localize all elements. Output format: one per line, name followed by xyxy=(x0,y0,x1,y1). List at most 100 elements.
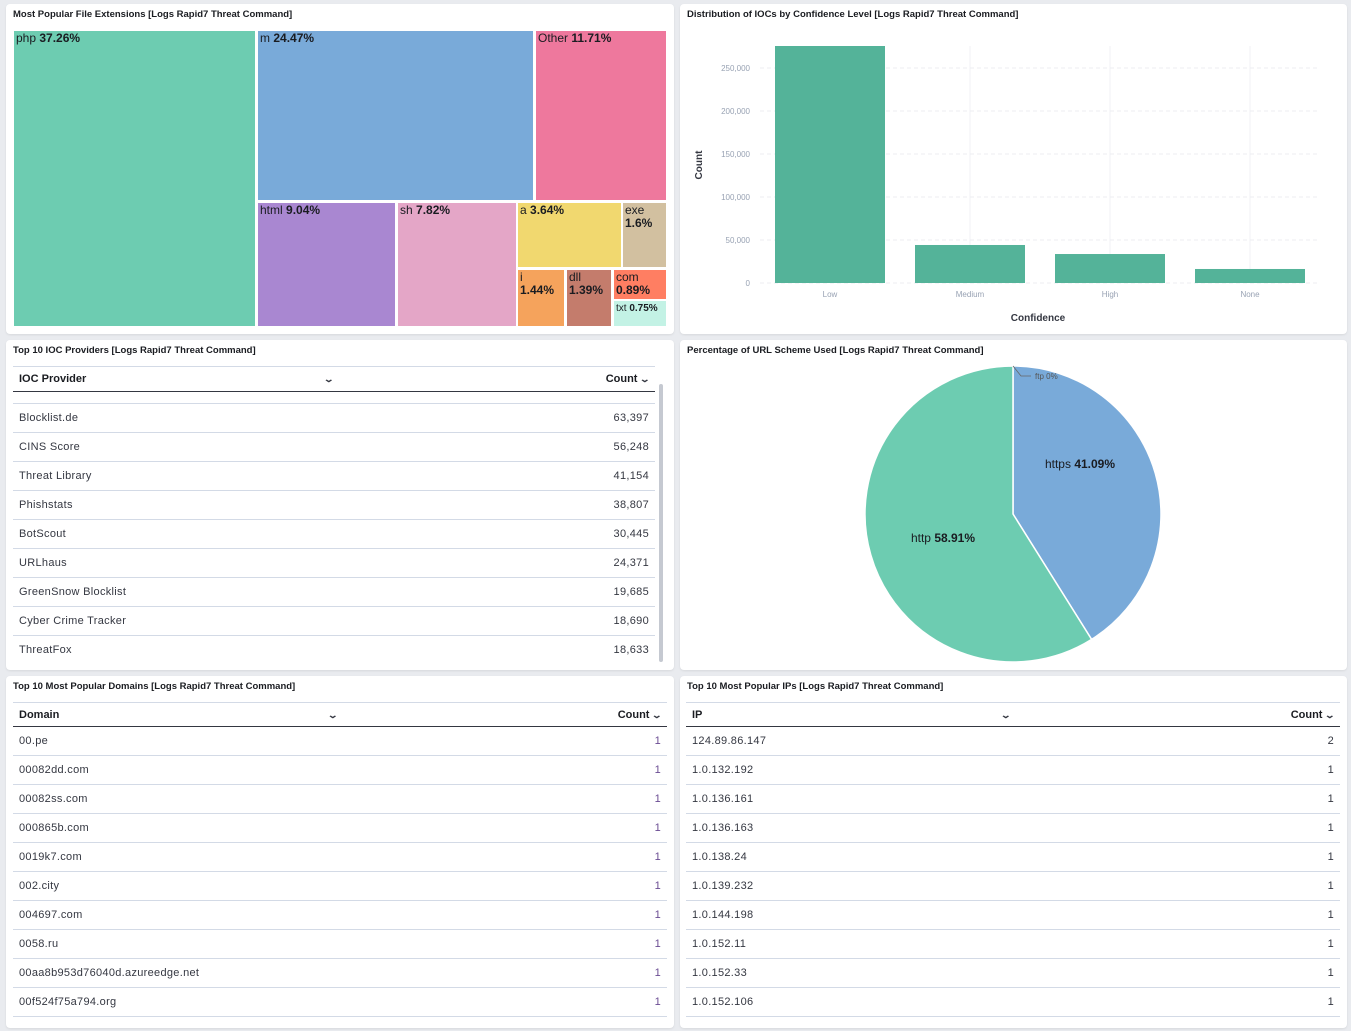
table-row[interactable]: 004697.com 1 xyxy=(13,900,667,930)
table-row[interactable]: 1.0.152.33 1 xyxy=(686,958,1340,988)
cell-label: com xyxy=(616,270,639,284)
bar-medium[interactable] xyxy=(915,244,1025,283)
row-label[interactable]: 1.0.138.24 xyxy=(686,842,1085,872)
ips-panel: Top 10 Most Popular IPs [Logs Rapid7 Thr… xyxy=(680,676,1347,1028)
header-label: Count xyxy=(605,372,638,385)
treemap-cell-dll[interactable]: dll 1.39% xyxy=(566,269,612,327)
bar-none[interactable] xyxy=(1195,268,1305,283)
table-row[interactable]: 124.89.86.147 2 xyxy=(686,726,1340,756)
table-row[interactable]: 00f524f75a794.org 1 xyxy=(13,987,667,1017)
row-label[interactable]: 00082ss.com xyxy=(13,784,521,814)
chevron-down-icon[interactable]: ⌄ xyxy=(651,709,663,720)
chevron-down-icon[interactable]: ⌄ xyxy=(327,710,339,720)
table-row[interactable]: 00aa8b953d76040d.azureedge.net 1 xyxy=(13,958,667,988)
row-label[interactable]: Cyber Crime Tracker xyxy=(13,606,452,636)
treemap-cell-php[interactable]: php 37.26% xyxy=(13,30,256,327)
treemap-cell-a[interactable]: a 3.64% xyxy=(517,202,622,268)
column-header-ip[interactable]: IP ⌄ xyxy=(686,702,1085,727)
row-label[interactable]: ThreatFox xyxy=(13,635,452,664)
column-header-count[interactable]: Count ⌄ xyxy=(1084,702,1340,727)
row-label[interactable]: 002.city xyxy=(13,871,521,901)
table-row[interactable]: 000865b.com 1 xyxy=(13,813,667,843)
row-label[interactable]: Threat Library xyxy=(13,461,452,491)
row-label[interactable]: 00082dd.com xyxy=(13,755,521,785)
table-row[interactable]: 0019k7.com 1 xyxy=(13,842,667,872)
table-row[interactable]: CINS Score 56,248 xyxy=(13,432,655,462)
table-row[interactable]: 1.0.132.192 1 xyxy=(686,755,1340,785)
panel-title: Top 10 IOC Providers [Logs Rapid7 Threat… xyxy=(13,345,256,356)
table-row[interactable]: 00082ss.com 1 xyxy=(13,784,667,814)
row-label[interactable]: URLhaus xyxy=(13,548,452,578)
row-label[interactable]: CINS Score xyxy=(13,432,452,462)
row-label[interactable]: Blocklist.de xyxy=(13,403,452,433)
table-row[interactable]: 1.0.152.106 1 xyxy=(686,987,1340,1017)
row-label[interactable]: 1.0.139.232 xyxy=(686,871,1085,901)
column-header-ioc-provider[interactable]: IOC Provider ⌄ xyxy=(13,367,452,392)
row-label[interactable]: GreenSnow Blocklist xyxy=(13,577,452,607)
row-label[interactable]: 1.0.152.11 xyxy=(686,929,1085,959)
chevron-down-icon[interactable]: ⌄ xyxy=(1000,710,1012,720)
table-row[interactable]: 1.0.136.163 1 xyxy=(686,813,1340,843)
row-label[interactable]: 1.0.152.106 xyxy=(686,987,1085,1017)
row-count: 30,445 xyxy=(451,519,655,549)
row-label[interactable]: 124.89.86.147 xyxy=(686,726,1085,756)
table-row[interactable]: GreenSnow Blocklist 19,685 xyxy=(13,577,655,607)
treemap-cell-m[interactable]: m 24.47% xyxy=(257,30,534,201)
y-tick-label: 250,000 xyxy=(721,64,750,73)
row-label[interactable]: Phishstats xyxy=(13,490,452,520)
y-tick-label: 150,000 xyxy=(721,150,750,159)
chevron-down-icon[interactable]: ⌄ xyxy=(1324,709,1336,720)
row-label[interactable]: 0019k7.com xyxy=(13,842,521,872)
row-label[interactable]: 1.0.144.198 xyxy=(686,900,1085,930)
cell-label: a xyxy=(520,203,527,217)
table-row[interactable]: 1.0.139.232 1 xyxy=(686,871,1340,901)
table-row[interactable]: 1.0.152.11 1 xyxy=(686,929,1340,959)
row-label[interactable]: 004697.com xyxy=(13,900,521,930)
table-row[interactable]: 1.0.136.161 1 xyxy=(686,784,1340,814)
table-row[interactable]: 0058.ru 1 xyxy=(13,929,667,959)
treemap-cell-sh[interactable]: sh 7.82% xyxy=(397,202,517,327)
treemap-cell-html[interactable]: html 9.04% xyxy=(257,202,396,327)
column-header-count[interactable]: Count ⌄ xyxy=(520,702,667,727)
row-label[interactable]: 00f524f75a794.org xyxy=(13,987,521,1017)
row-label[interactable]: 1.0.132.192 xyxy=(686,755,1085,785)
bar-low[interactable] xyxy=(775,46,885,283)
y-tick-label: 50,000 xyxy=(726,236,751,245)
row-count: 41,154 xyxy=(451,461,655,491)
scrollbar[interactable] xyxy=(659,384,663,662)
table-row[interactable]: BotScout 30,445 xyxy=(13,519,655,549)
table-row[interactable]: 00082dd.com 1 xyxy=(13,755,667,785)
column-header-domain[interactable]: Domain ⌄ xyxy=(13,702,521,727)
row-label[interactable]: 000865b.com xyxy=(13,813,521,843)
column-header-count[interactable]: Count ⌄ xyxy=(451,367,655,392)
treemap-cell-com[interactable]: com 0.89% xyxy=(613,269,667,300)
row-label[interactable]: 00aa8b953d76040d.azureedge.net xyxy=(13,958,521,988)
table-row[interactable]: ThreatFox 18,633 xyxy=(13,635,655,664)
table-row[interactable]: Blocklist.de 63,397 xyxy=(13,403,655,433)
table-row[interactable]: Threat Library 41,154 xyxy=(13,461,655,491)
row-label[interactable]: BotScout xyxy=(13,519,452,549)
row-label[interactable]: 00.pe xyxy=(13,726,521,756)
treemap-cell-txt[interactable]: txt 0.75% xyxy=(613,300,667,327)
row-label[interactable]: 1.0.136.163 xyxy=(686,813,1085,843)
y-tick-label: 200,000 xyxy=(721,107,750,116)
pie-slice-https[interactable] xyxy=(1012,365,1162,641)
treemap-cell-exe[interactable]: exe 1.6% xyxy=(622,202,667,268)
table-row[interactable]: 1.0.144.198 1 xyxy=(686,900,1340,930)
table-row[interactable]: Cyber Crime Tracker 18,690 xyxy=(13,606,655,636)
table-row[interactable]: 002.city 1 xyxy=(13,871,667,901)
row-label[interactable]: 1.0.152.33 xyxy=(686,958,1085,988)
row-label[interactable]: 1.0.136.161 xyxy=(686,784,1085,814)
table-row[interactable]: 1.0.138.24 1 xyxy=(686,842,1340,872)
treemap-cell-i[interactable]: i 1.44% xyxy=(517,269,565,327)
row-label[interactable]: 0058.ru xyxy=(13,929,521,959)
chevron-down-icon[interactable]: ⌄ xyxy=(639,373,651,384)
table-row[interactable]: Phishstats 38,807 xyxy=(13,490,655,520)
table-row[interactable]: URLhaus 24,371 xyxy=(13,548,655,578)
bar-high[interactable] xyxy=(1055,254,1165,283)
treemap-cell-Other[interactable]: Other 11.71% xyxy=(535,30,667,201)
chevron-down-icon[interactable]: ⌄ xyxy=(323,374,335,384)
table-row[interactable]: 00.pe 1 xyxy=(13,726,667,756)
pie-slice-http[interactable] xyxy=(864,365,1093,663)
cell-percent: 3.64% xyxy=(530,203,565,217)
